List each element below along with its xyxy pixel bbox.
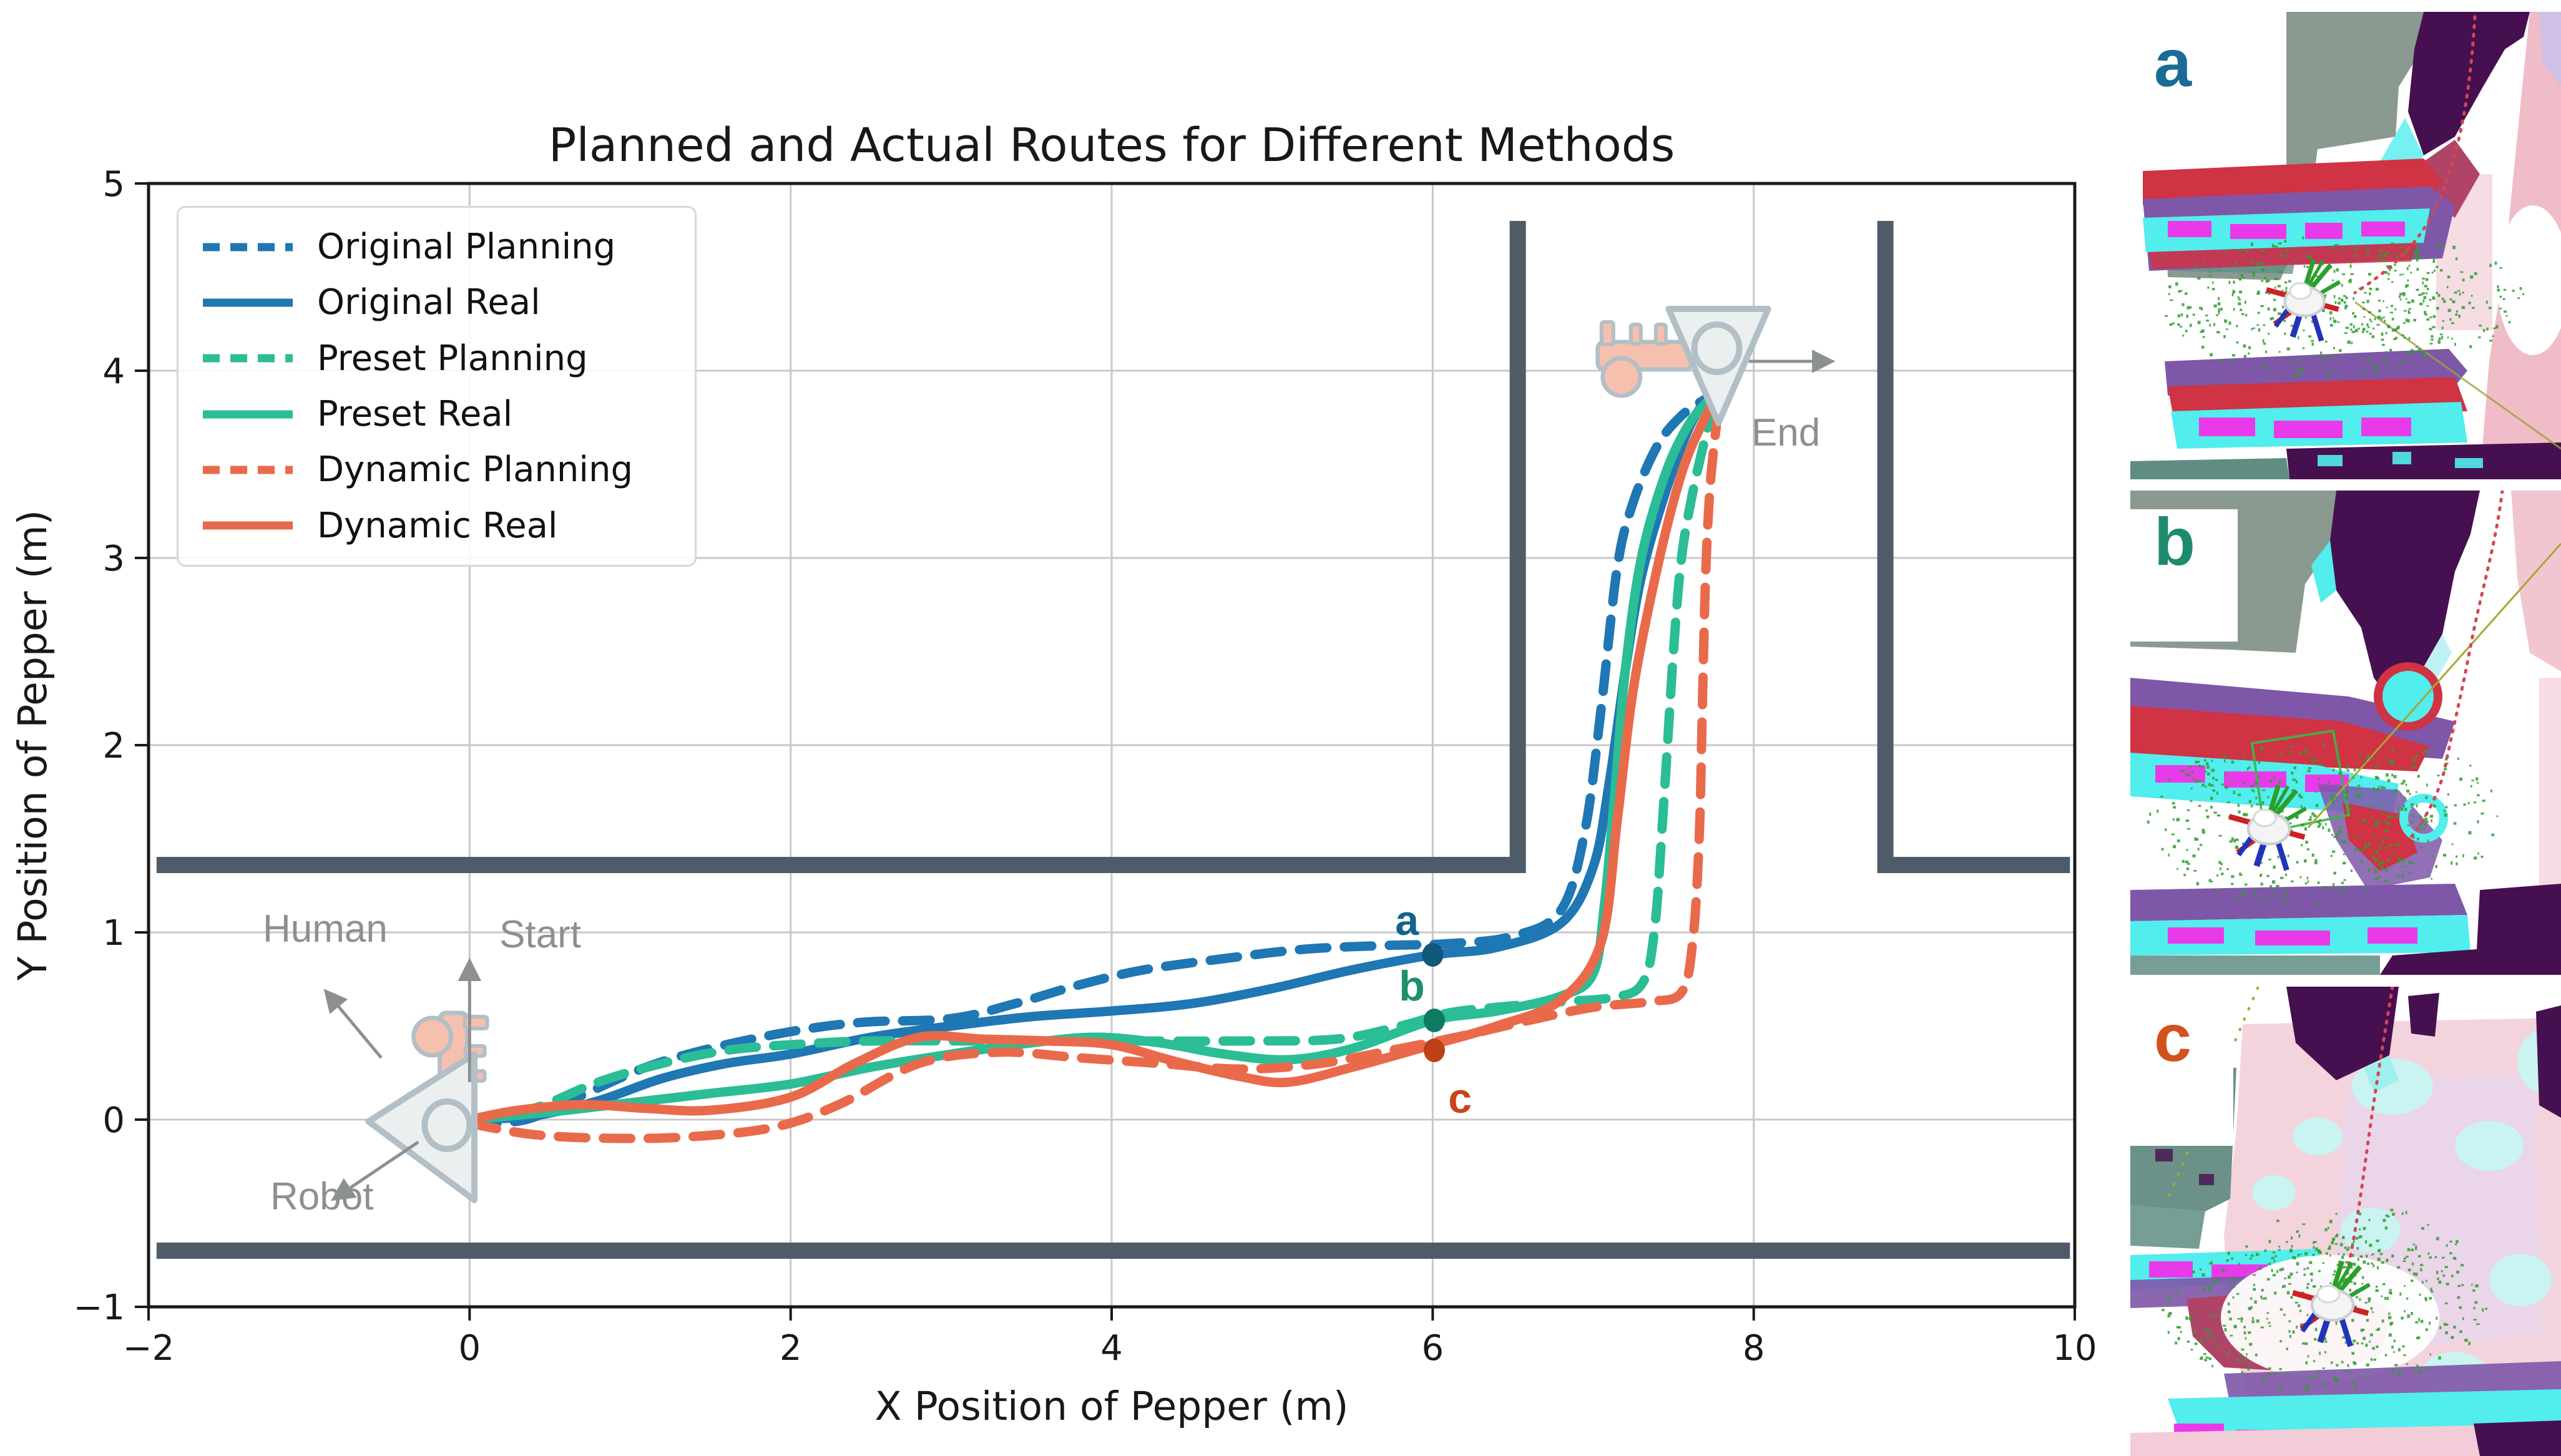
x-tick-2: 2	[780, 1328, 802, 1369]
waypoint-label-c: c	[1448, 1075, 1472, 1122]
x-tick-6: 6	[1422, 1328, 1444, 1369]
x-tick-10: 10	[2052, 1328, 2097, 1369]
trajectory-preset-planning	[464, 399, 1718, 1125]
legend-label: Preset Planning	[317, 338, 588, 379]
y-tick-5: 5	[102, 164, 125, 205]
human-arrow	[323, 989, 383, 1059]
legend-item-preset-real: Preset Real	[201, 394, 695, 434]
plot-title: Planned and Actual Routes for Different …	[549, 119, 1675, 172]
legend-item-original-planning: Original Planning	[201, 227, 695, 267]
laser-scan-points	[2147, 740, 2499, 906]
legend-line-sample	[203, 521, 293, 530]
trajectory-lines	[464, 388, 1723, 1143]
costmap-ring	[2374, 662, 2442, 731]
annotations: Human Start Robot End	[263, 349, 1836, 1218]
y-tick-3: 3	[102, 539, 125, 579]
legend-label: Preset Real	[317, 394, 513, 435]
waypoint-dot-c	[1423, 1038, 1445, 1062]
cyan-donut	[2399, 794, 2448, 843]
waypoint-dot-a	[1422, 943, 1444, 967]
legend-item-preset-planning: Preset Planning	[201, 338, 695, 379]
robot-label: Robot	[270, 1175, 373, 1218]
legend-label: Original Real	[317, 282, 541, 323]
legend-line-sample	[203, 354, 293, 363]
obstacle-blob	[2408, 12, 2530, 155]
waypoint-dot-b	[1423, 1009, 1445, 1032]
trajectory-dynamic-real	[464, 392, 1722, 1125]
costmap-image-c	[2130, 987, 2561, 1456]
legend: Original Planning Original Real Preset Pla…	[177, 206, 697, 567]
human-label: Human	[263, 907, 388, 950]
x-tick-0: 0	[459, 1328, 481, 1369]
waypoint-label-b: b	[1399, 962, 1425, 1010]
y-tick-0: 0	[102, 1100, 125, 1141]
obstacle-blob	[2286, 987, 2399, 1080]
robot-circle	[421, 1098, 473, 1152]
legend-line-sample	[203, 466, 293, 474]
legend-item-dynamic-planning: Dynamic Planning	[201, 449, 695, 490]
robot-triangle-icon	[365, 1051, 478, 1203]
x-tick-8: 8	[1743, 1328, 1765, 1369]
x-tick-4: 4	[1100, 1328, 1123, 1369]
waypoint-label-a: a	[1395, 897, 1419, 944]
legend-item-original-real: Original Real	[201, 282, 695, 323]
y-tick-1: 1	[102, 913, 125, 954]
trajectory-dynamic-planning	[464, 403, 1723, 1143]
panel-label-a: a	[2154, 25, 2192, 100]
y-tick-4: 4	[102, 351, 125, 392]
costmap-snapshot-c: c	[2130, 987, 2561, 1456]
end-label: End	[1751, 411, 1820, 454]
robot-circle	[1691, 321, 1743, 375]
legend-item-dynamic-real: Dynamic Real	[201, 506, 695, 546]
costmap-snapshot-a: a	[2130, 12, 2561, 479]
legend-line-sample	[203, 410, 293, 419]
legend-label: Dynamic Real	[317, 505, 558, 546]
legend-label: Original Planning	[317, 227, 616, 268]
y-axis-label: Y Position of Pepper (m)	[10, 510, 56, 981]
axes: −2 0 2 4 6 8 10 −1 0 1 2 3 4 5	[73, 164, 2097, 1369]
panel-label-c: c	[2154, 1000, 2192, 1075]
trajectory-preset-real	[464, 392, 1717, 1125]
obstacle-blob	[2330, 491, 2480, 703]
planned-path-line	[2344, 987, 2394, 1282]
local-window-outline	[2250, 729, 2351, 834]
robot-human-icons	[365, 306, 1771, 1203]
legend-line-sample	[203, 243, 293, 252]
start-label: Start	[499, 913, 581, 956]
planned-path-line	[2409, 491, 2504, 839]
costmap-image-b	[2130, 491, 2561, 975]
y-tick-2: 2	[102, 726, 125, 766]
abc-markers: ab c	[1395, 897, 1472, 1122]
costmap-snapshot-b: b	[2130, 491, 2561, 975]
x-axis-label: X Position of Pepper (m)	[875, 1384, 1349, 1429]
planned-path-line	[2353, 15, 2477, 295]
panel-label-b: b	[2154, 504, 2195, 579]
obstacle-walls	[156, 221, 2070, 1259]
costmap-image-a	[2130, 12, 2561, 479]
robot-arrow	[331, 1140, 419, 1201]
y-tick--1: −1	[73, 1287, 125, 1328]
x-tick--2: −2	[123, 1328, 175, 1369]
legend-label: Dynamic Planning	[317, 449, 633, 491]
legend-line-sample	[203, 298, 293, 307]
